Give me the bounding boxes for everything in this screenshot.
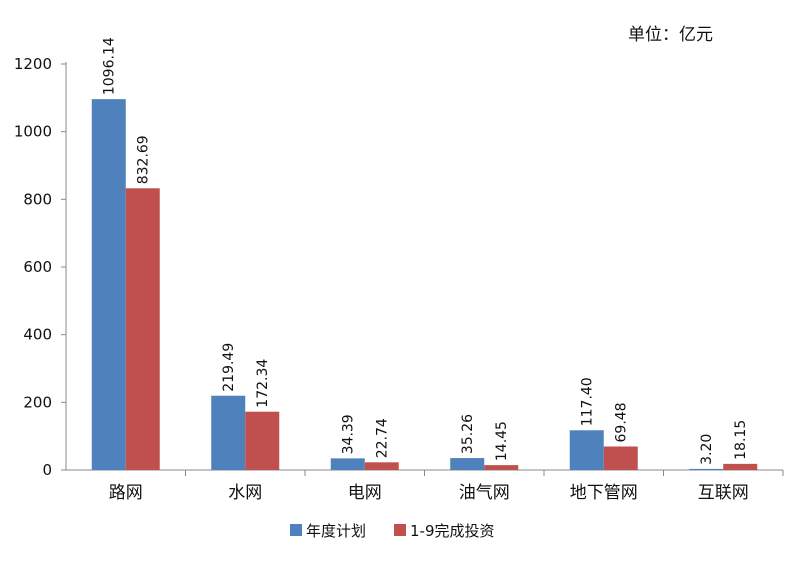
bar-completed — [125, 188, 160, 470]
data-label: 69.48 — [614, 402, 630, 442]
y-tick-label: 1000 — [14, 123, 52, 141]
bar-plan — [450, 458, 485, 470]
bar-completed — [603, 446, 638, 470]
y-tick-label: 400 — [23, 326, 52, 344]
y-tick-label: 0 — [42, 461, 52, 479]
legend-label: 年度计划 — [306, 522, 366, 540]
bar-plan — [330, 458, 365, 470]
x-tick-label: 电网 — [348, 483, 382, 503]
legend-swatch — [394, 524, 406, 536]
data-label: 14.45 — [494, 421, 510, 461]
y-tick-label: 1200 — [14, 55, 52, 73]
x-tick-label: 地下管网 — [570, 483, 638, 503]
y-tick-label: 800 — [23, 190, 52, 208]
data-label: 35.26 — [460, 414, 476, 454]
bar-plan — [211, 395, 246, 470]
data-label: 34.39 — [341, 414, 357, 454]
bar-completed — [723, 463, 758, 470]
data-label: 832.69 — [136, 135, 152, 184]
bar-plan — [689, 468, 724, 470]
y-tick-label: 600 — [23, 258, 52, 276]
data-label: 117.40 — [580, 377, 596, 426]
data-label: 18.15 — [733, 420, 749, 460]
data-label: 1096.14 — [102, 37, 118, 95]
x-tick-label: 路网 — [109, 483, 143, 503]
unit-label: 单位：亿元 — [628, 25, 713, 45]
bar-completed — [484, 465, 519, 470]
bar-completed — [245, 411, 280, 470]
bar-plan — [91, 99, 126, 471]
data-label: 172.34 — [255, 359, 271, 408]
bar-completed — [364, 462, 399, 470]
legend-swatch — [290, 524, 302, 536]
data-label: 3.20 — [699, 434, 715, 465]
bar-plan — [569, 430, 604, 470]
y-tick-label: 200 — [23, 393, 52, 411]
x-tick-label: 水网 — [228, 483, 262, 503]
x-tick-label: 互联网 — [698, 483, 749, 503]
data-label: 22.74 — [375, 418, 391, 458]
legend-label: 1-9完成投资 — [410, 522, 495, 540]
x-tick-label: 油气网 — [459, 483, 510, 503]
data-label: 219.49 — [221, 343, 237, 392]
